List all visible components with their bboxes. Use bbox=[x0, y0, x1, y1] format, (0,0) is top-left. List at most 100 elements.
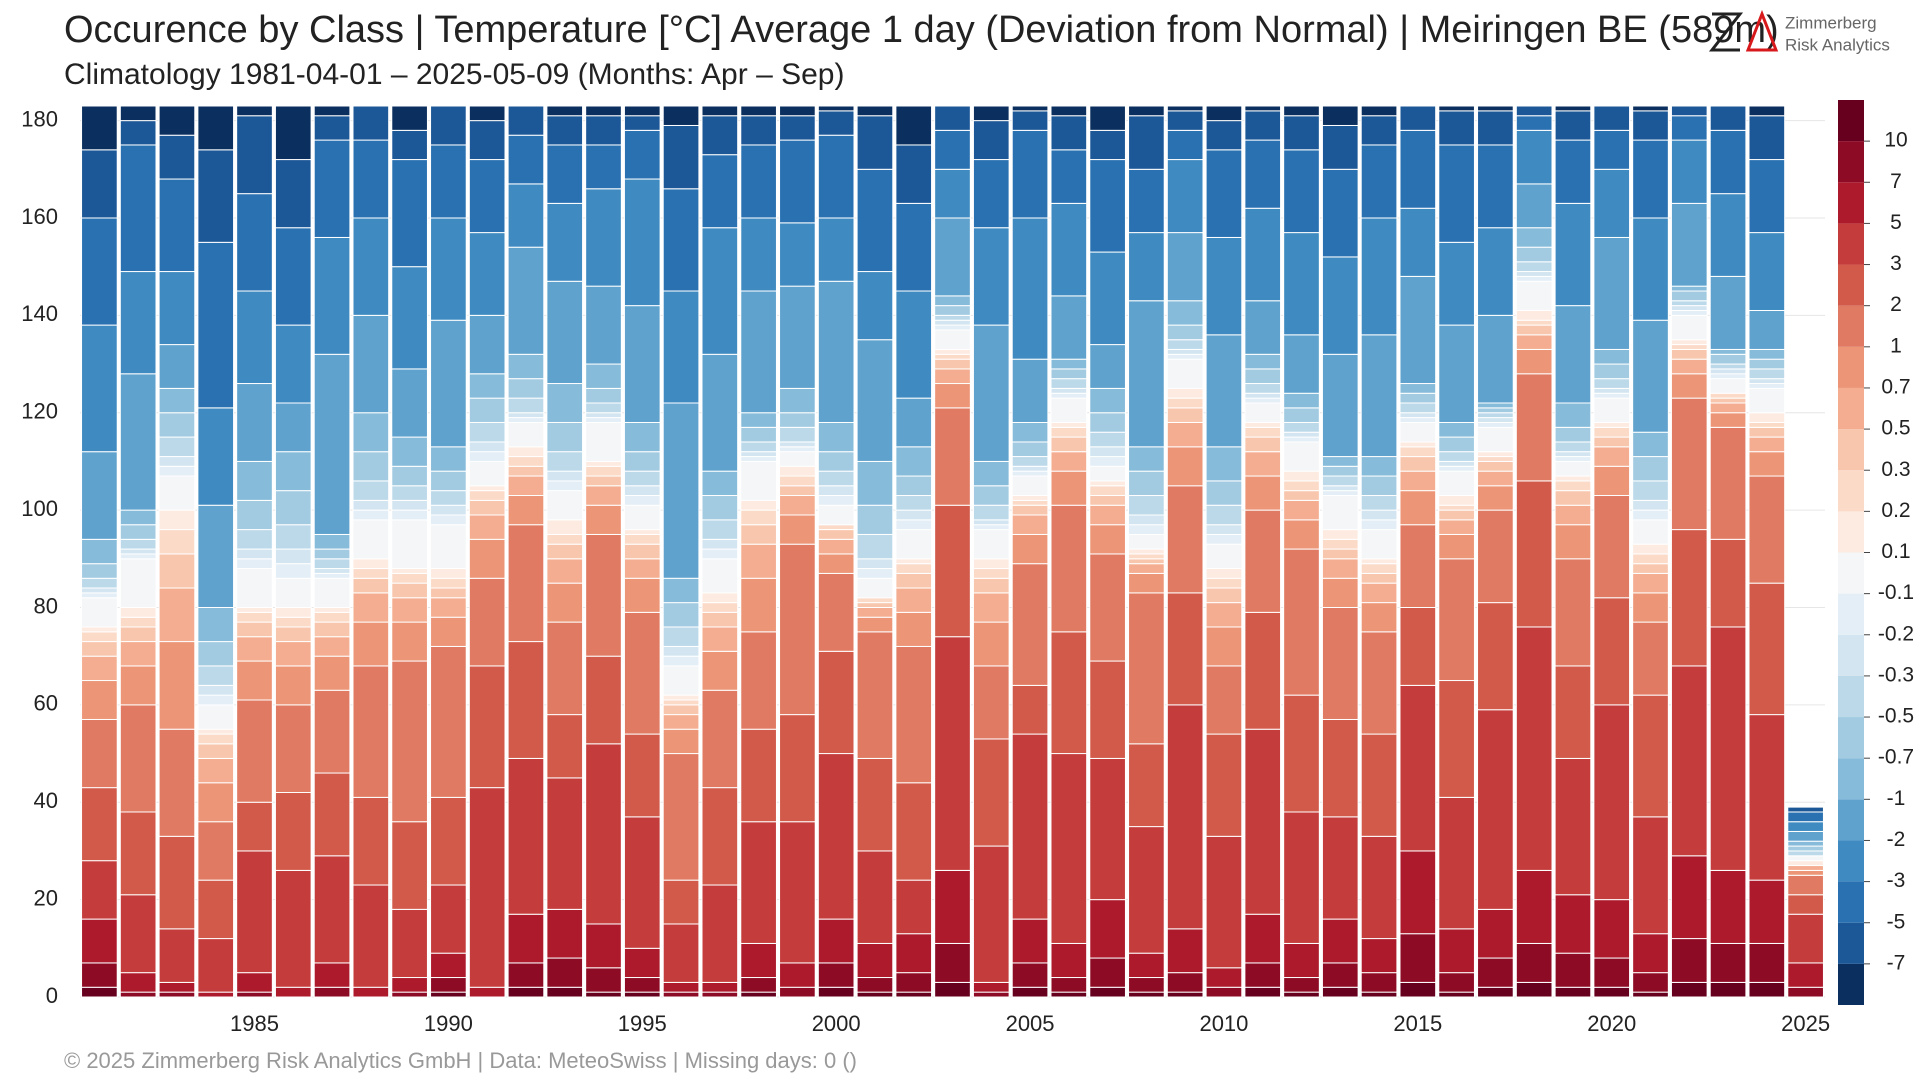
bar-segment bbox=[1670, 358, 1708, 375]
bar-segment bbox=[817, 753, 855, 920]
bar-segment bbox=[701, 611, 739, 628]
bar-segment bbox=[585, 188, 622, 287]
bar-segment bbox=[779, 986, 816, 998]
bar-segment bbox=[1128, 548, 1165, 555]
bar-segment bbox=[934, 353, 971, 360]
bar-segment bbox=[81, 986, 118, 998]
colorbar-block bbox=[1838, 264, 1864, 306]
colorbar-block bbox=[1838, 758, 1864, 800]
bar-segment bbox=[197, 407, 235, 506]
bar-segment bbox=[1360, 602, 1398, 633]
bar-segment bbox=[934, 105, 971, 131]
bar-segment bbox=[623, 470, 661, 487]
bar-segment bbox=[1089, 524, 1126, 555]
bar-segment bbox=[623, 977, 661, 993]
bar-segment bbox=[779, 465, 816, 477]
bar-segment bbox=[1244, 402, 1282, 423]
bar-segment bbox=[1709, 363, 1747, 370]
bar-segment bbox=[236, 972, 273, 993]
bar-segment bbox=[779, 115, 816, 141]
bar-segment bbox=[1321, 485, 1359, 492]
bar-segment bbox=[197, 504, 235, 608]
y-tick-label: 100 bbox=[21, 496, 58, 521]
bar-segment bbox=[623, 129, 661, 180]
bar-segment bbox=[623, 451, 661, 472]
colorbar-block bbox=[1838, 634, 1864, 676]
bar-segment bbox=[274, 490, 312, 526]
bar-segment bbox=[856, 606, 894, 618]
bar-segment bbox=[1011, 504, 1049, 516]
bar-segment bbox=[507, 641, 545, 759]
bar-segment bbox=[1360, 631, 1398, 735]
bar-segment bbox=[1050, 397, 1088, 423]
bar-segment bbox=[430, 446, 467, 472]
bar-segment bbox=[1515, 626, 1553, 871]
bar-segment bbox=[1244, 383, 1282, 394]
colorbar-label: -7 bbox=[1887, 951, 1906, 974]
bar-segment bbox=[352, 621, 390, 667]
bar-segment bbox=[1477, 402, 1514, 409]
bar-segment bbox=[1089, 485, 1126, 497]
bar-segment bbox=[430, 470, 467, 492]
bar-segment bbox=[817, 572, 855, 652]
bar-segment bbox=[1205, 120, 1243, 151]
bar-segment bbox=[662, 626, 700, 647]
bar-segment bbox=[1399, 456, 1437, 472]
bar-segment bbox=[1477, 456, 1514, 462]
bar-segment bbox=[274, 563, 312, 579]
bar-segment bbox=[313, 577, 351, 608]
colorbar-block bbox=[1838, 346, 1864, 388]
bar-segment bbox=[274, 626, 312, 643]
bar-segment bbox=[119, 271, 157, 375]
bar-segment bbox=[623, 733, 661, 818]
bar-segment bbox=[972, 665, 1010, 740]
y-tick-label: 140 bbox=[21, 301, 58, 326]
bar-segment bbox=[817, 217, 855, 282]
bar-segment bbox=[1593, 129, 1631, 170]
bar-segment bbox=[701, 592, 739, 604]
bar-segment bbox=[740, 577, 777, 633]
bar-segment bbox=[740, 456, 777, 462]
bar-segment bbox=[546, 621, 584, 716]
bar-segment bbox=[972, 529, 1010, 560]
bar-segment bbox=[895, 879, 933, 935]
bar-segment bbox=[1399, 129, 1437, 209]
bar-segment bbox=[1011, 217, 1049, 360]
bar-segment bbox=[779, 387, 816, 414]
bar-segment bbox=[1205, 480, 1243, 506]
bar-segment bbox=[236, 636, 273, 662]
bar-segment bbox=[585, 417, 622, 423]
bar-segment bbox=[972, 621, 1010, 667]
bar-segment bbox=[1709, 129, 1747, 195]
bar-segment bbox=[856, 991, 894, 998]
bar-segment bbox=[313, 606, 351, 613]
bar-segment bbox=[1283, 407, 1320, 423]
colorbar-label: -0.1 bbox=[1878, 581, 1914, 604]
bar-segment bbox=[158, 509, 196, 531]
bar-segment bbox=[430, 490, 467, 506]
bar-segment bbox=[1089, 344, 1126, 389]
bar-segment bbox=[119, 524, 157, 540]
y-tick-label: 0 bbox=[46, 983, 58, 1008]
bar-segment bbox=[895, 611, 933, 647]
bar-segment bbox=[1360, 563, 1398, 574]
bar-segment bbox=[1593, 168, 1631, 238]
bar-segment bbox=[119, 120, 157, 146]
bar-segment bbox=[1244, 397, 1282, 404]
bar-segment bbox=[585, 402, 622, 414]
bar-segment bbox=[1050, 942, 1088, 979]
bar-segment bbox=[236, 193, 273, 292]
bar-segment bbox=[468, 373, 506, 399]
bar-segment bbox=[430, 616, 467, 647]
bar-segment bbox=[1554, 139, 1592, 204]
bar-segment bbox=[1787, 845, 1824, 852]
bar-segment bbox=[1244, 913, 1282, 964]
bar-segment bbox=[274, 641, 312, 667]
bar-segment bbox=[81, 587, 118, 594]
bar-segment bbox=[972, 227, 1010, 326]
bar-segment bbox=[779, 285, 816, 389]
chart-subtitle: Climatology 1981-04-01 – 2025-05-09 (Mon… bbox=[64, 58, 844, 91]
bar-segment bbox=[1360, 529, 1398, 560]
bar-segment bbox=[1438, 533, 1475, 560]
bar-segment bbox=[662, 923, 700, 983]
